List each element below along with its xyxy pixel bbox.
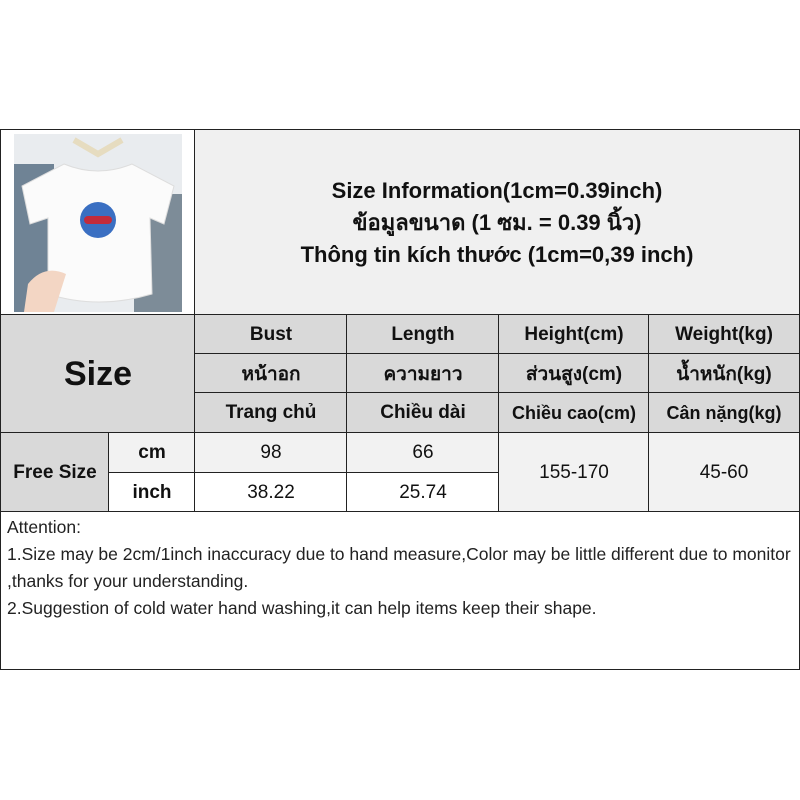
attention-note-1: 1.Size may be 2cm/1inch inaccuracy due t… [7,544,791,591]
size-information-title: Size Information(1cm=0.39inch) ข้อมูลขนา… [194,129,800,316]
header-height-vi: Chiều cao(cm) [498,392,650,434]
title-english: Size Information(1cm=0.39inch) [331,177,663,203]
bust-inch-value: 38.22 [194,472,348,513]
header-height-th: ส่วนสูง(cm) [498,353,650,394]
header-bust-vi: Trang chủ [194,392,348,434]
product-photo-cell [0,129,196,316]
free-size-label: Free Size [0,432,110,513]
header-length-th: ความยาว [346,353,500,394]
unit-inch: inch [108,472,196,513]
height-value: 155-170 [498,432,650,513]
header-weight-th: น้ำหนัก(kg) [648,353,800,394]
header-weight-en: Weight(kg) [648,314,800,355]
length-inch-value: 25.74 [346,472,500,513]
header-length-vi: Chiều dài [346,392,500,434]
header-bust-th: หน้าอก [194,353,348,394]
unit-cm: cm [108,432,196,474]
header-height-en: Height(cm) [498,314,650,355]
size-header: Size [0,314,196,434]
title-vietnamese: Thông tin kích thước (1cm=0,39 inch) [300,241,694,267]
bust-cm-value: 98 [194,432,348,474]
attention-note-2: 2.Suggestion of cold water hand washing,… [7,598,597,618]
title-thai: ข้อมูลขนาด (1 ซม. = 0.39 นิ้ว) [352,209,642,235]
attention-heading: Attention: [7,517,81,537]
length-cm-value: 66 [346,432,500,474]
attention-notes: Attention: 1.Size may be 2cm/1inch inacc… [0,511,800,670]
header-length-en: Length [346,314,500,355]
product-photo-tshirt [14,133,182,312]
header-bust-en: Bust [194,314,348,355]
header-weight-vi: Cân nặng(kg) [648,392,800,434]
weight-value: 45-60 [648,432,800,513]
